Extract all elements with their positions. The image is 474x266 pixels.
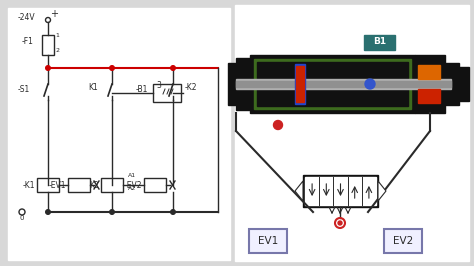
Circle shape bbox=[171, 66, 175, 70]
Bar bbox=[68, 178, 90, 192]
Text: -S1: -S1 bbox=[18, 85, 30, 94]
Text: -K2: -K2 bbox=[185, 84, 198, 93]
Bar bbox=[445, 63, 459, 105]
Text: A1: A1 bbox=[128, 173, 136, 178]
Bar bbox=[305, 177, 376, 205]
Text: -24V: -24V bbox=[18, 14, 35, 23]
Text: 1: 1 bbox=[55, 33, 59, 38]
Text: EV2: EV2 bbox=[393, 236, 413, 246]
Circle shape bbox=[109, 210, 114, 214]
Bar bbox=[37, 178, 59, 192]
Bar bbox=[153, 84, 181, 102]
Text: K1: K1 bbox=[88, 84, 98, 93]
Circle shape bbox=[171, 210, 175, 214]
Bar bbox=[418, 89, 440, 103]
Bar bbox=[250, 55, 415, 113]
Bar bbox=[236, 63, 246, 105]
Text: 2: 2 bbox=[55, 48, 59, 53]
FancyBboxPatch shape bbox=[249, 229, 287, 253]
Text: -B1: -B1 bbox=[136, 85, 148, 94]
Text: -EV2: -EV2 bbox=[125, 181, 142, 189]
Text: A2: A2 bbox=[128, 186, 136, 191]
Bar bbox=[101, 178, 123, 192]
Bar bbox=[254, 59, 411, 109]
Bar bbox=[42, 35, 54, 55]
Text: B1: B1 bbox=[374, 38, 387, 47]
Bar bbox=[236, 58, 250, 110]
Bar bbox=[459, 67, 469, 101]
Circle shape bbox=[46, 210, 50, 214]
Bar bbox=[236, 79, 451, 89]
Circle shape bbox=[109, 66, 114, 70]
Polygon shape bbox=[378, 181, 386, 201]
Polygon shape bbox=[295, 181, 303, 201]
Bar bbox=[418, 65, 440, 79]
Circle shape bbox=[46, 66, 50, 70]
Circle shape bbox=[365, 79, 375, 89]
Bar bbox=[144, 178, 166, 192]
Text: -EV1: -EV1 bbox=[48, 181, 66, 189]
Text: 0: 0 bbox=[20, 215, 24, 221]
Circle shape bbox=[338, 221, 342, 225]
Text: EV1: EV1 bbox=[258, 236, 278, 246]
Bar bbox=[415, 55, 445, 113]
Circle shape bbox=[273, 120, 283, 130]
Text: -F1: -F1 bbox=[22, 38, 34, 47]
Bar bbox=[235, 5, 469, 261]
Bar bbox=[228, 63, 250, 105]
Text: +: + bbox=[50, 9, 58, 19]
Bar bbox=[303, 175, 378, 207]
FancyBboxPatch shape bbox=[384, 229, 422, 253]
Bar bbox=[236, 81, 451, 87]
Bar bbox=[296, 66, 304, 102]
Bar bbox=[257, 62, 408, 106]
Bar bbox=[8, 8, 230, 260]
Text: K2: K2 bbox=[89, 181, 99, 189]
Text: -K1: -K1 bbox=[22, 181, 35, 189]
FancyBboxPatch shape bbox=[365, 35, 395, 49]
Bar bbox=[295, 64, 305, 104]
Text: 3: 3 bbox=[156, 81, 161, 90]
